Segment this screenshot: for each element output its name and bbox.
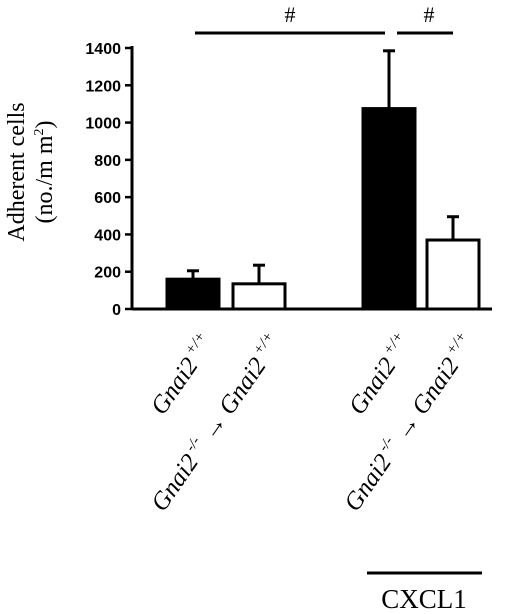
bars (165, 49, 481, 311)
y-tick-label: 1200 (85, 78, 121, 95)
y-tick-label: 1000 (85, 116, 121, 133)
y-tick-label: 400 (94, 227, 121, 244)
x-axis-labels: Gnai2 +/+Gnai2 -/- → Gnai2 +/+Gnai2 +/+G… (144, 329, 481, 517)
x-tick-label: Gnai2 -/- → Gnai2 +/+ (145, 329, 288, 517)
bar (165, 277, 221, 311)
significance-label: # (285, 2, 296, 27)
x-tick-label: Gnai2 +/+ (144, 329, 220, 420)
x-tick-label-text: Gnai2 -/- → Gnai2 +/+ (145, 329, 288, 517)
significance-label: # (424, 2, 435, 27)
significance-markers: # # (195, 2, 453, 35)
y-axis-unit: (no./m m2) (32, 121, 58, 224)
y-tick-label: 0 (112, 302, 121, 319)
x-tick-label-text: Gnai2 +/+ (144, 329, 220, 420)
y-axis-title: Adherent cells (4, 102, 30, 241)
stimulus-group: CXCL1 (367, 571, 482, 614)
bar (231, 282, 287, 311)
x-tick-label: Gnai2 -/- → Gnai2 +/+ (338, 329, 481, 517)
bar (361, 107, 417, 311)
y-tick-label: 1400 (85, 41, 121, 58)
y-tick-label: 600 (94, 190, 121, 207)
y-tick-label: 200 (94, 265, 121, 282)
bar (425, 238, 481, 311)
y-tick-label: 800 (94, 153, 121, 170)
x-tick-label-text: Gnai2 -/- → Gnai2 +/+ (338, 329, 481, 517)
stimulus-group-label: CXCL1 (381, 584, 467, 614)
